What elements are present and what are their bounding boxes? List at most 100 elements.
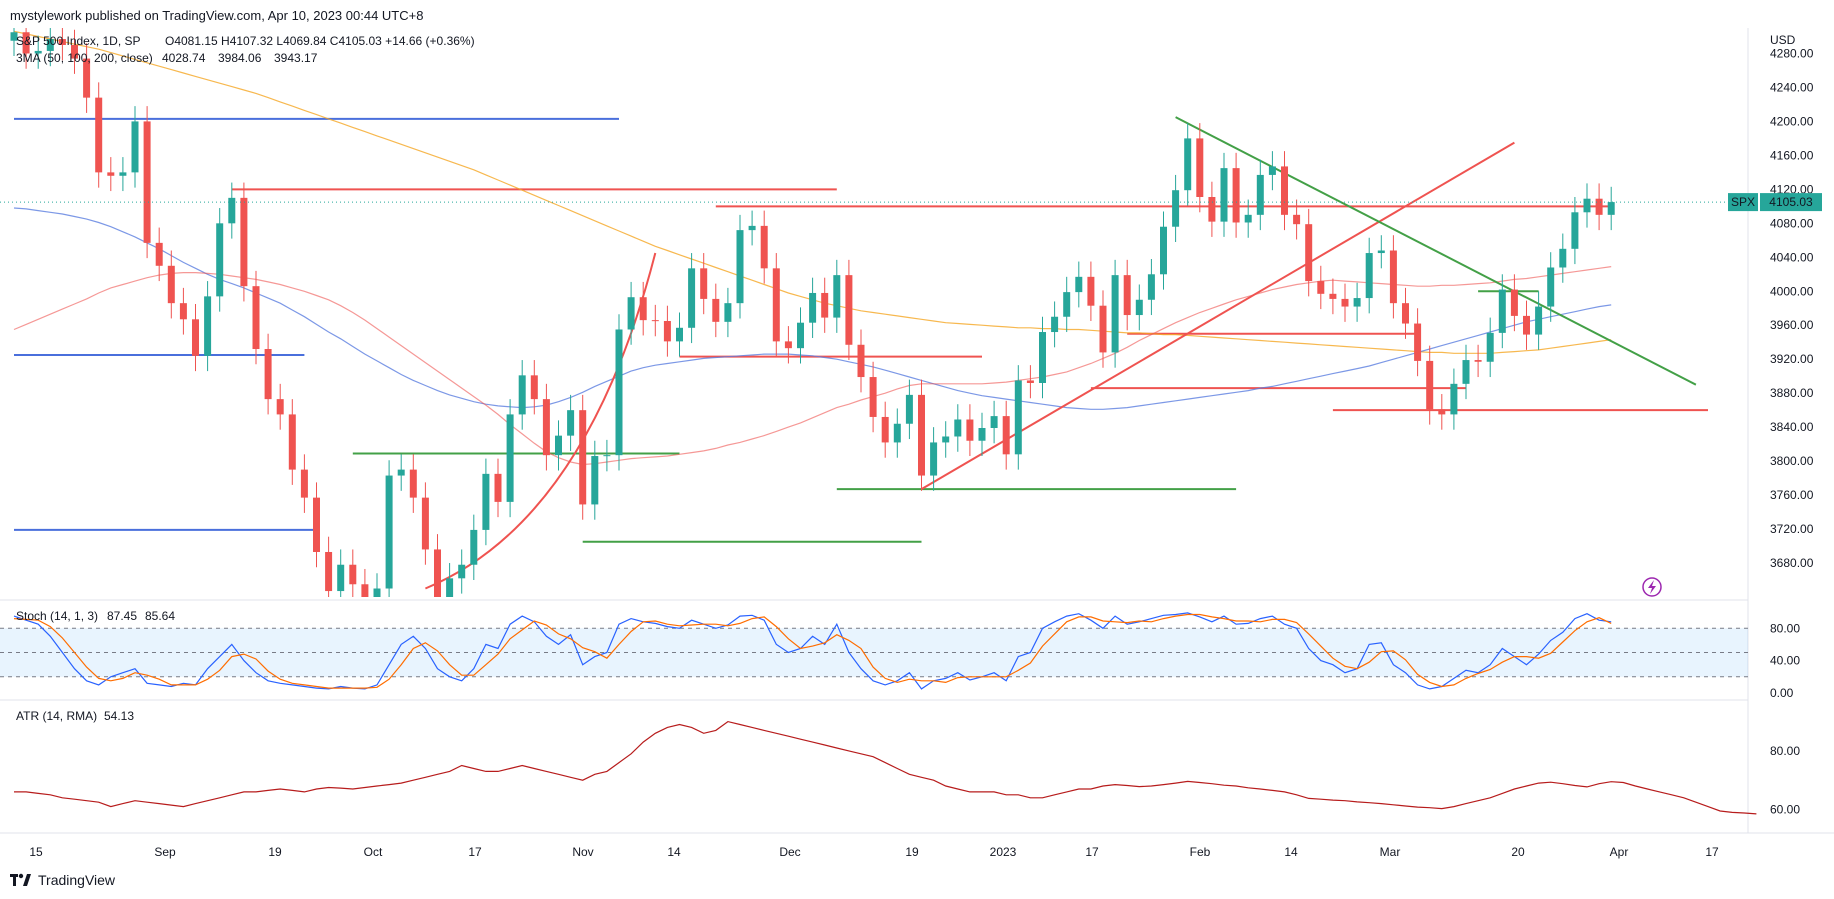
candle-body — [1293, 214, 1301, 225]
candle-body — [1317, 281, 1325, 294]
price-tag-symbol-box — [1728, 193, 1758, 212]
candle-body — [978, 427, 986, 441]
candle-body — [845, 275, 853, 345]
price-tick-label: 3800.00 — [1770, 454, 1814, 468]
candle-body — [385, 475, 393, 589]
candle-body — [736, 230, 744, 304]
candle-body — [1353, 298, 1361, 307]
candle-body — [482, 473, 490, 530]
candle-body — [712, 298, 720, 322]
trend-line — [1175, 116, 1697, 386]
price-tick-label: 3880.00 — [1770, 386, 1814, 400]
candle-body — [1281, 166, 1288, 215]
candle-body — [603, 455, 611, 457]
candle-body — [58, 39, 66, 45]
candle-body — [1111, 275, 1119, 353]
publisher-header: mystylework published on TradingView.com… — [10, 8, 424, 23]
legend-stoch-d-value: 85.64 — [145, 609, 175, 623]
candle-body — [1075, 276, 1083, 293]
candle-body — [409, 469, 417, 498]
candle-body — [542, 399, 550, 456]
candle-body — [373, 588, 381, 597]
candle-body — [518, 375, 526, 415]
atr-tick-label: 80.00 — [1770, 744, 1800, 758]
trend-line — [920, 141, 1515, 491]
candle-body — [555, 435, 562, 456]
lightning-icon — [1642, 577, 1662, 597]
candle-body — [1450, 383, 1458, 415]
price-tick-label: 3680.00 — [1770, 556, 1814, 570]
candle-body — [337, 564, 345, 592]
candle-body — [494, 473, 502, 502]
price-axis-currency: USD — [1770, 33, 1796, 47]
candle-body — [651, 320, 659, 322]
price-tick-label: 3720.00 — [1770, 522, 1814, 536]
stoch-tick-label: 40.00 — [1770, 654, 1800, 668]
stoch-d-line — [13, 613, 1612, 689]
candle-body — [772, 268, 780, 342]
price-tick-label: 3840.00 — [1770, 420, 1814, 434]
candle-body — [615, 329, 623, 456]
time-tick-label: Mar — [1380, 845, 1401, 859]
candle-body — [1474, 360, 1482, 362]
candle-body — [1232, 168, 1240, 223]
atr-line — [14, 720, 1757, 815]
time-tick-label: 2023 — [990, 845, 1017, 859]
candle-body — [276, 399, 284, 415]
time-tick-label: Sep — [154, 845, 176, 859]
candle-body — [325, 551, 333, 592]
candles-group — [10, 28, 1615, 597]
candle-body — [857, 344, 865, 378]
candle-body — [1583, 198, 1591, 213]
stoch-tick-label: 80.00 — [1770, 621, 1800, 635]
candle-body — [46, 39, 54, 51]
candle-body — [1365, 253, 1373, 299]
candle-body — [676, 327, 683, 342]
candle-body — [361, 584, 369, 597]
candle-body — [143, 121, 151, 243]
candle-body — [918, 394, 925, 476]
candle-body — [1426, 360, 1434, 410]
candle-body — [567, 410, 575, 436]
time-tick-label: 17 — [1705, 845, 1719, 859]
tradingview-footer[interactable]: TradingView — [10, 872, 115, 888]
candle-body — [155, 242, 163, 266]
candle-body — [930, 442, 938, 476]
candle-body — [784, 341, 792, 349]
candle-body — [627, 297, 635, 330]
candle-body — [288, 414, 296, 470]
candle-body — [434, 549, 441, 597]
candle-body — [688, 268, 696, 328]
tradingview-logo-icon — [10, 873, 31, 886]
candle-body — [942, 436, 950, 443]
candle-body — [1099, 305, 1107, 353]
candle-body — [1051, 316, 1059, 333]
candle-body — [663, 320, 671, 342]
candle-body — [1523, 315, 1530, 335]
candle-body — [1486, 332, 1494, 362]
candle-body — [397, 469, 405, 476]
price-tag-symbol: SPX — [1731, 195, 1755, 209]
price-tick-label: 3920.00 — [1770, 352, 1814, 366]
candle-body — [724, 303, 732, 322]
time-tick-label: 20 — [1511, 845, 1525, 859]
candle-body — [579, 410, 587, 505]
legend-ma100-value: 3984.06 — [218, 51, 262, 65]
candle-body — [22, 32, 30, 54]
atr-tick-label: 60.00 — [1770, 802, 1800, 816]
candle-body — [349, 564, 357, 585]
candle-body — [1014, 380, 1022, 455]
candle-body — [506, 414, 514, 502]
candle-body — [1595, 198, 1603, 215]
candle-body — [990, 416, 998, 428]
candle-body — [966, 419, 974, 441]
candle-body — [1389, 250, 1397, 304]
legend-symbol: S&P 500 Index, 1D, SP — [16, 34, 141, 48]
candle-body — [905, 394, 913, 424]
candle-body — [1172, 190, 1180, 227]
candle-body — [1305, 224, 1313, 282]
candle-body — [700, 268, 708, 299]
candle-body — [748, 225, 756, 231]
